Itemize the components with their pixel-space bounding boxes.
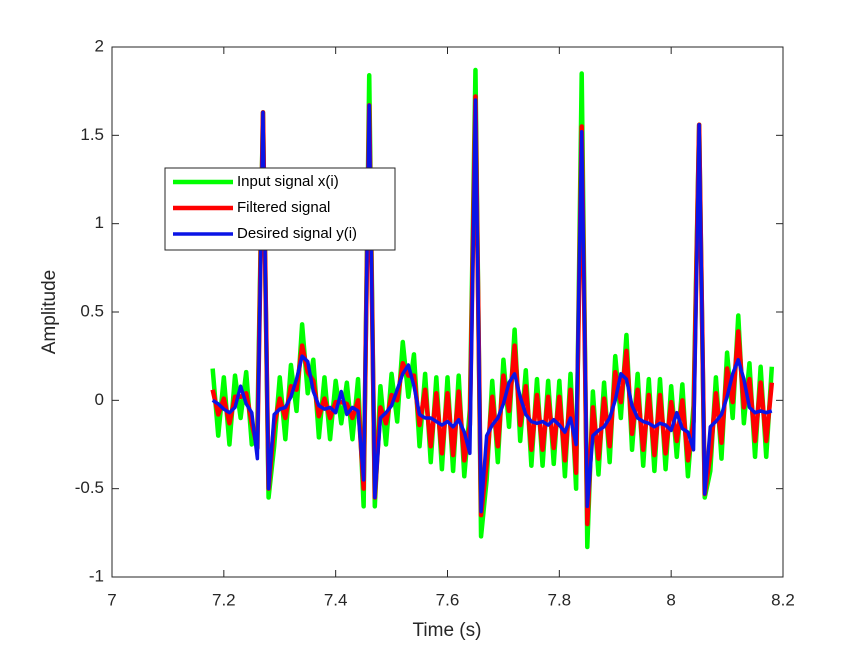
- legend-label: Filtered signal: [237, 199, 330, 216]
- legend-label: Desired signal y(i): [237, 225, 357, 242]
- series-line: [210, 94, 775, 527]
- legend: Input signal x(i) Filtered signal Desired …: [164, 167, 396, 251]
- x-tick-label: 8.2: [771, 590, 795, 609]
- x-tick-label: 7: [107, 590, 116, 609]
- legend-label: Input signal x(i): [237, 173, 339, 190]
- y-tick-label: 1: [95, 213, 104, 232]
- y-tick-label: 0.5: [80, 301, 104, 320]
- x-tick-label: 7.8: [548, 590, 572, 609]
- axes-box: [111, 46, 784, 578]
- y-axis-label: Amplitude: [39, 270, 60, 355]
- x-tick-label: 7.2: [212, 590, 236, 609]
- y-tick-label: -1: [89, 566, 104, 585]
- y-tick-label: 0: [95, 390, 104, 409]
- y-tick-label: -0.5: [75, 478, 104, 497]
- series-line: [211, 98, 773, 514]
- y-tick-label: 2: [95, 36, 104, 55]
- y-tick-label: 1.5: [80, 125, 104, 144]
- x-axis-label: Time (s): [413, 620, 482, 641]
- series-line: [210, 67, 775, 550]
- x-tick-label: 8: [666, 590, 675, 609]
- x-tick-label: 7.4: [324, 590, 348, 609]
- x-tick-label: 7.6: [436, 590, 460, 609]
